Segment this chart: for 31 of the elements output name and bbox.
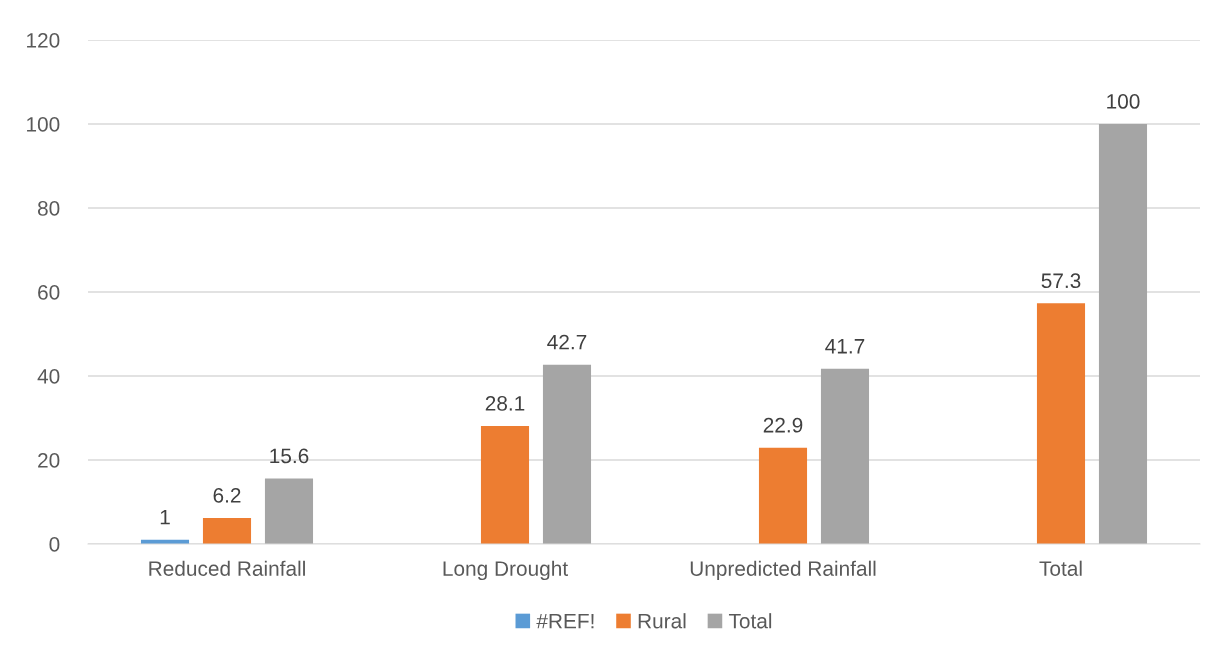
- legend-label: Total: [728, 613, 772, 629]
- data-label: 22.9: [763, 417, 803, 433]
- bar: [202, 517, 252, 544]
- data-label: 100: [1107, 94, 1140, 109]
- bar: [542, 364, 592, 544]
- data-label: 15.6: [270, 448, 309, 464]
- bar: [264, 478, 314, 544]
- bar: [480, 425, 530, 544]
- data-label: 6.2: [213, 487, 241, 503]
- bar: [1098, 124, 1148, 544]
- legend-label: #REF!: [536, 613, 594, 629]
- bar: [758, 447, 808, 544]
- bar: [820, 368, 870, 544]
- y-tick-label: 120: [27, 33, 60, 48]
- x-tick-label: Unpredicted Rainfall: [690, 560, 876, 581]
- y-tick-label: 40: [37, 369, 60, 384]
- data-label: 28.1: [485, 396, 525, 411]
- y-tick-label: 80: [37, 201, 60, 216]
- y-tick-label: 60: [38, 285, 60, 300]
- legend-label: Rural: [638, 613, 686, 629]
- bar: [1036, 303, 1086, 544]
- y-tick-label: 20: [38, 453, 60, 468]
- y-tick-label: 100: [27, 117, 60, 132]
- data-label: 42.7: [547, 334, 587, 350]
- data-label: 1: [160, 510, 170, 525]
- x-tick-label: Total: [1039, 560, 1082, 576]
- data-label: 41.7: [825, 339, 865, 354]
- y-tick-label: 0: [49, 537, 60, 552]
- x-tick-label: Long Drought: [443, 560, 568, 581]
- x-tick-label: Reduced Rainfall: [149, 560, 305, 576]
- data-label: 57.3: [1041, 273, 1081, 289]
